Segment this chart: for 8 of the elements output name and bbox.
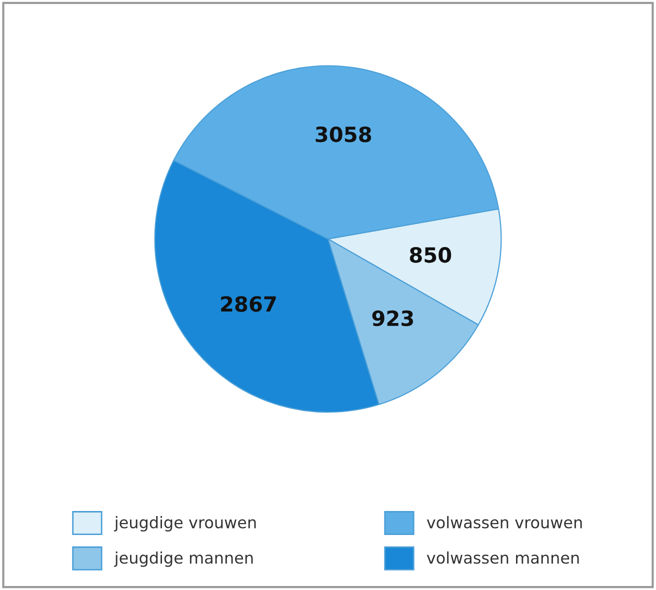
- data-label: 923: [372, 310, 414, 326]
- legend-label: jeugdige vrouwen: [114, 516, 256, 532]
- data-label: 3058: [316, 126, 372, 142]
- data-label: 2867: [221, 296, 276, 312]
- legend-label: volwassen vrouwen: [426, 516, 582, 528]
- data-label: 850: [410, 247, 452, 263]
- legend-label: volwassen mannen: [426, 551, 579, 564]
- legend-label: jeugdige mannen: [114, 551, 253, 567]
